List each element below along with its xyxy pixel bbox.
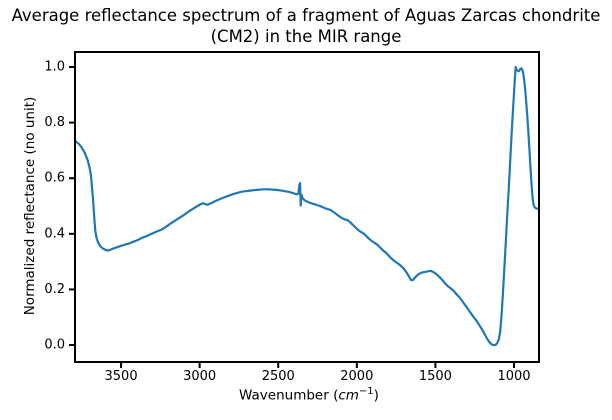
spectrum-line (74, 65, 539, 347)
x-axis-label-unit: cm (338, 387, 359, 404)
x-tick-label: 2500 (262, 369, 295, 384)
x-tick-label: 1500 (419, 369, 452, 384)
chart-title-line1: Average reflectance spectrum of a fragme… (11, 6, 601, 25)
x-tick-label: 2000 (340, 369, 373, 384)
chart-title-line2: (CM2) in the MIR range (210, 26, 402, 46)
x-axis-label-exponent: −1 (358, 386, 374, 397)
y-tick-label: 0.4 (44, 226, 65, 241)
y-tick-label: 0.8 (44, 115, 65, 130)
y-tick-label: 0.0 (44, 338, 65, 353)
x-axis-label: Wavenumber (cm−1) (0, 386, 612, 404)
plot-border (74, 51, 540, 363)
x-tick-label: 1000 (497, 369, 530, 384)
x-axis-label-prefix: Wavenumber ( (239, 387, 339, 404)
x-tick-label: 3500 (105, 369, 138, 384)
x-axis-label-suffix: ) (373, 387, 379, 404)
y-tick-label: 1.0 (44, 60, 65, 75)
y-tick-label: 0.2 (44, 282, 65, 297)
x-tick-label: 3000 (183, 369, 216, 384)
chart-title: Average reflectance spectrum of a fragme… (0, 6, 612, 47)
y-tick-label: 0.6 (44, 171, 65, 186)
